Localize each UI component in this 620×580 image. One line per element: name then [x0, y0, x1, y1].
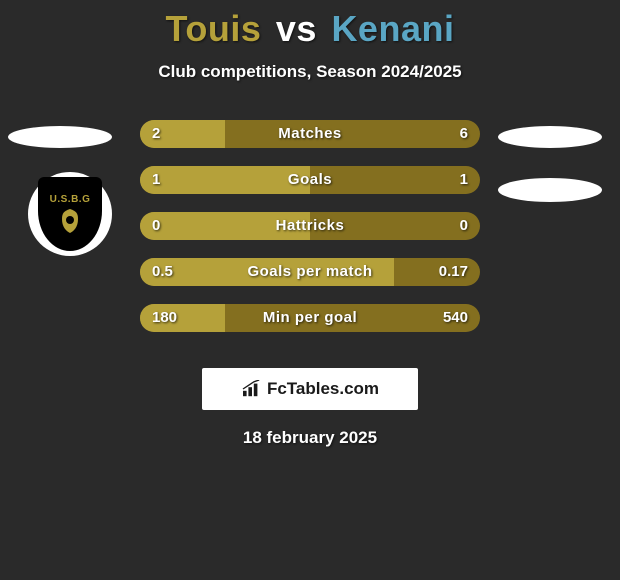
- title-vs: vs: [276, 8, 317, 49]
- stat-bar-label: Goals: [140, 166, 480, 194]
- title-player1: Touis: [166, 8, 262, 49]
- page-title: Touis vs Kenani: [0, 0, 620, 50]
- stat-bar-row: 00Hattricks: [140, 212, 480, 240]
- stats-bars: 26Matches 11Goals 00Hattricks 0.50.17Goals …: [0, 120, 620, 350]
- stat-bar-label: Matches: [140, 120, 480, 148]
- stat-bar-label: Min per goal: [140, 304, 480, 332]
- stat-bar-label: Hattricks: [140, 212, 480, 240]
- stat-bar-row: 11Goals: [140, 166, 480, 194]
- title-player2: Kenani: [331, 8, 454, 49]
- stat-bar-row: 180540Min per goal: [140, 304, 480, 332]
- stat-bar-row: 26Matches: [140, 120, 480, 148]
- brand-box: FcTables.com: [202, 368, 418, 410]
- brand-chart-icon: [241, 380, 263, 398]
- stat-bar-label: Goals per match: [140, 258, 480, 286]
- subtitle: Club competitions, Season 2024/2025: [0, 62, 620, 82]
- date-text: 18 february 2025: [0, 428, 620, 448]
- stat-bar-row: 0.50.17Goals per match: [140, 258, 480, 286]
- brand-text: FcTables.com: [267, 379, 379, 399]
